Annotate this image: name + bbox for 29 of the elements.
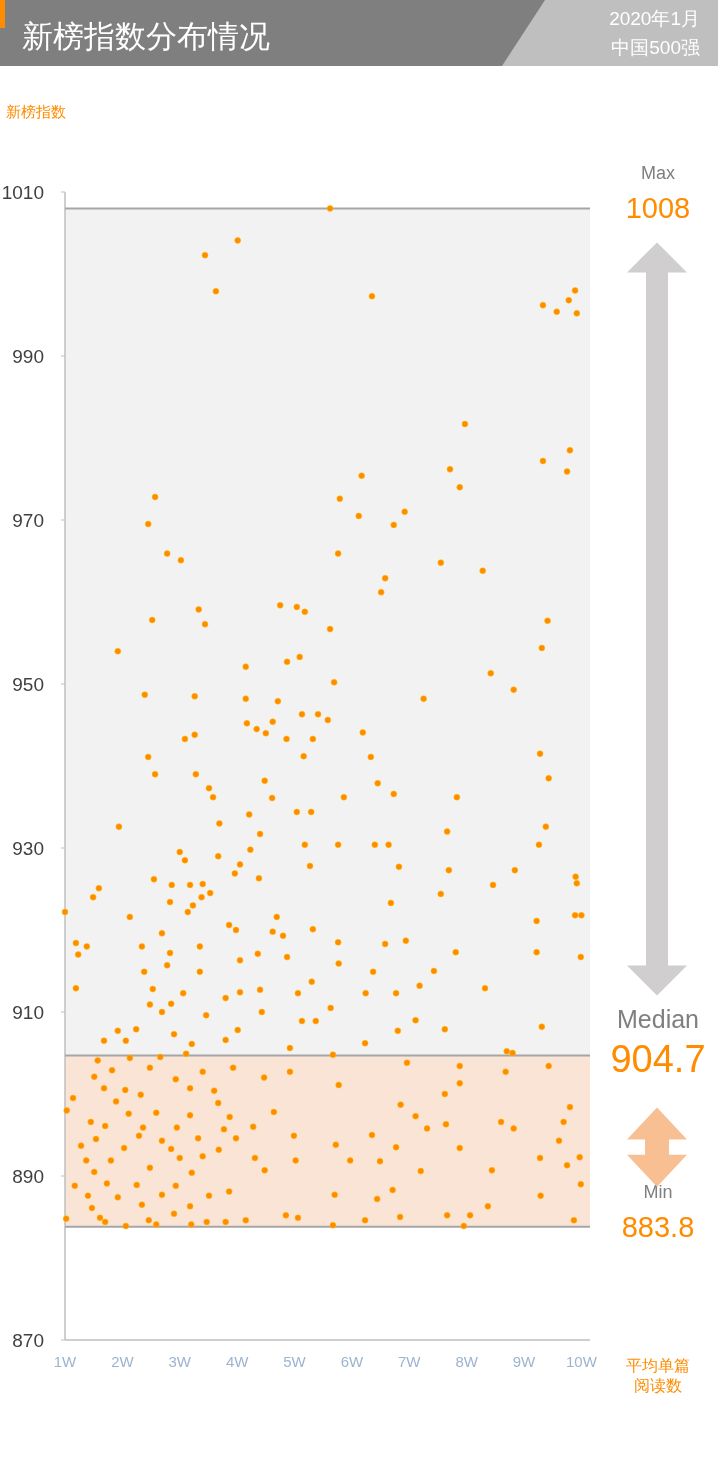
text: 1008 [625,192,691,225]
text: Min [643,1181,673,1202]
y-tick-label: 950 [12,674,44,695]
x-tick-label: 6W [340,1353,364,1370]
x-tick-label: 1W [53,1353,78,1370]
x-tick-label: 4W [225,1353,250,1370]
text: 883.8 [621,1210,695,1243]
x-axis-title: 平均单篇阅读数 [626,1357,690,1394]
x-tick-label: 7W [398,1353,422,1370]
x-tick-label: 2W [111,1353,135,1370]
y-axis-title: 新榜指数 [6,103,66,120]
x-tick-label: 8W [455,1353,479,1370]
text: 2020年1月 [609,8,700,29]
y-tick-label: 930 [12,838,44,859]
chart-title: 新榜指数分布情况 [22,19,270,54]
y-tick-label: 970 [12,510,44,531]
x-tick-label: 5W [283,1353,307,1370]
y-tick-label: 870 [12,1330,44,1351]
x-tick-label: 9W [512,1353,537,1370]
text: Max [640,163,676,184]
y-tick-label: 990 [12,346,44,367]
y-tick-label: 890 [12,1166,44,1187]
y-tick-label: 1010 [1,182,44,203]
text: Median [617,1005,699,1034]
y-tick-label: 910 [12,1002,44,1023]
x-tick-label: 10W [565,1353,598,1370]
text: 904.7 [610,1038,706,1081]
x-tick-label: 3W [168,1353,192,1370]
text: 中国500强 [611,37,700,58]
